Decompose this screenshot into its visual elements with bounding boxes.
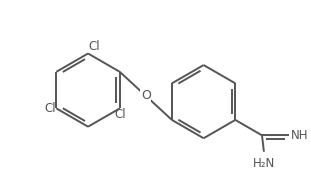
Text: O: O <box>141 89 151 102</box>
Text: Cl: Cl <box>88 41 100 53</box>
Text: H₂N: H₂N <box>253 157 275 169</box>
Text: NH: NH <box>291 129 309 142</box>
Text: Cl: Cl <box>114 108 126 121</box>
Text: Cl: Cl <box>45 102 56 115</box>
